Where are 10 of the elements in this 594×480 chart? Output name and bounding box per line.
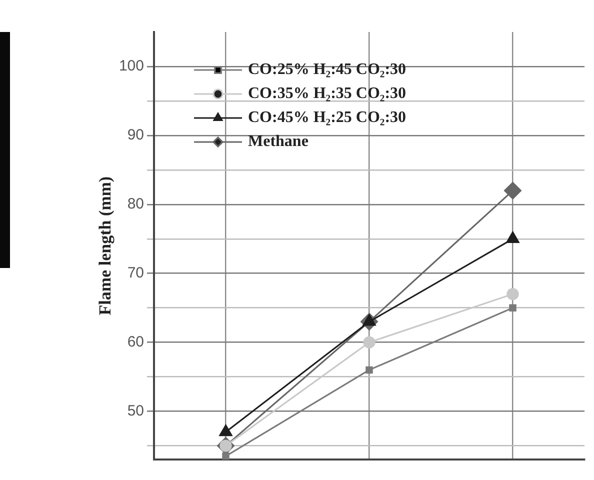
y-tick-label: 90 xyxy=(127,126,144,144)
y-tick-label: 80 xyxy=(127,196,144,213)
y-tick-label: 60 xyxy=(127,333,144,350)
y-tick-label: 50 xyxy=(127,402,144,420)
y-tick-label: 70 xyxy=(127,264,144,282)
legend-label: CO:45% H₂:25 CO₂:30 xyxy=(248,109,406,126)
legend-label: CO:35% H₂:35 CO₂:30 xyxy=(248,85,406,102)
y-axis-title: Flame length (mm) xyxy=(96,176,115,316)
legend-label: Methane xyxy=(248,133,308,150)
y-tick-label: 100 xyxy=(118,58,144,75)
